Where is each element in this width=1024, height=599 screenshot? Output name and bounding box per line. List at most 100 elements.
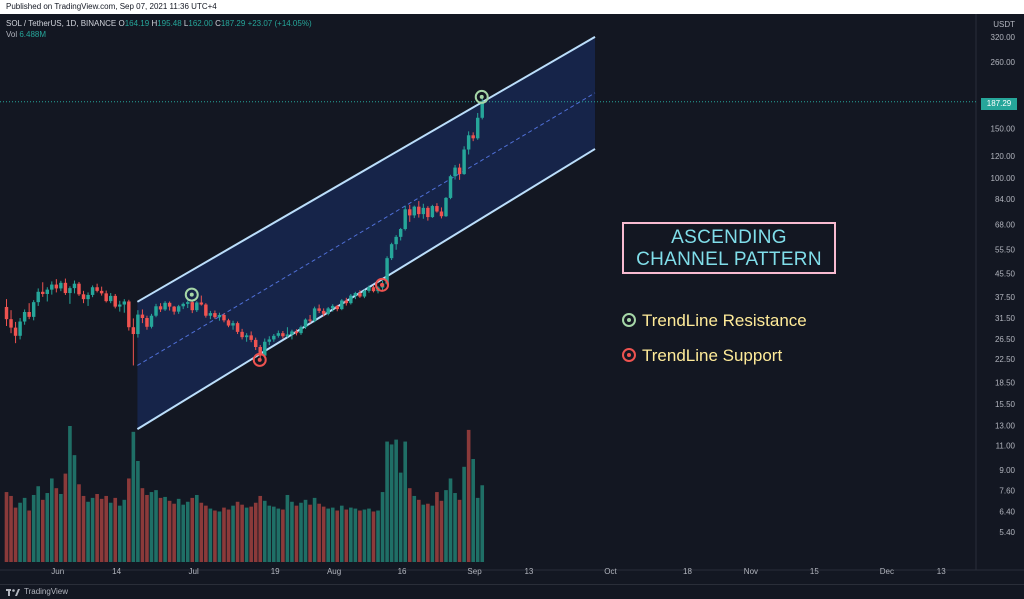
candle-body (308, 319, 312, 321)
resistance-marker-icon (622, 312, 636, 327)
volume-bar (249, 506, 253, 562)
candle-body (226, 320, 231, 326)
candle-body (99, 290, 104, 294)
candle-body (113, 295, 117, 307)
volume-bar (176, 498, 181, 562)
candle-body (50, 284, 54, 290)
volume-bar (4, 492, 9, 562)
candle-body (475, 117, 480, 139)
volume-bar (86, 501, 90, 562)
volume-bar (190, 497, 195, 562)
volume-label: Vol (6, 30, 18, 39)
volume-bar (385, 441, 389, 562)
candle-body (108, 295, 113, 302)
legend-symbol: SOL / TetherUS, 1D, BINANCE (6, 19, 117, 28)
y-tick-label: 11.00 (996, 442, 1016, 451)
candle-body (217, 314, 222, 318)
support-annotation: TrendLine Support (622, 346, 782, 366)
x-tick-label: Nov (744, 567, 758, 576)
volume-bar (167, 500, 172, 562)
candle-body (145, 318, 149, 327)
candle-body (249, 335, 253, 340)
volume-bar (303, 499, 308, 562)
volume-bar (68, 426, 72, 562)
volume-bar (149, 492, 154, 562)
candle-body (312, 308, 317, 321)
legend-low-label: L (183, 19, 189, 28)
candle-body (90, 287, 95, 295)
candle-body (426, 207, 430, 218)
candle-body (389, 244, 394, 259)
resistance-line (136, 35, 596, 303)
y-tick-label: 84.00 (995, 195, 1016, 204)
candle-body (367, 287, 371, 291)
volume-bar (299, 502, 303, 562)
candle-body (199, 302, 204, 305)
volume-bar (22, 497, 27, 562)
candle-body (335, 305, 339, 310)
y-tick-label: 22.50 (995, 355, 1016, 364)
y-tick-label: 9.00 (999, 466, 1015, 475)
volume-bar (339, 505, 344, 562)
volume-bar (113, 497, 118, 562)
support-line (136, 148, 596, 430)
legend-low: 162.00 (188, 19, 213, 28)
candle-body (303, 319, 308, 328)
legend-change: +23.07 (+14.05%) (247, 19, 312, 28)
candle-body (22, 311, 27, 322)
candle-body (154, 306, 158, 316)
volume-bar (466, 429, 471, 562)
volume-bar (240, 504, 244, 562)
volume-bar (40, 499, 45, 562)
volume-bar (426, 503, 430, 562)
candle-body (140, 314, 145, 319)
pattern-title: ASCENDING CHANNEL PATTERN (622, 222, 836, 274)
candle-body (349, 295, 353, 304)
candle-body (480, 101, 484, 118)
volume-bar (258, 495, 263, 562)
volume-bar (353, 508, 358, 562)
symbol-legend: SOL / TetherUS, 1D, BINANCE O164.19 H195… (6, 18, 312, 40)
candle-body (13, 327, 18, 336)
volume-bar (122, 499, 127, 562)
chart-area[interactable]: 5.40 6.40 7.60 9.00 11.00 13.00 15.50 18.50 22.5… (0, 14, 1024, 584)
volume-bar (330, 507, 335, 562)
volume-bar (185, 501, 190, 562)
candle-body (77, 283, 81, 295)
volume-bar (72, 455, 77, 562)
legend-close-label: C (215, 19, 221, 28)
y-tick-label: 150.00 (991, 125, 1016, 134)
volume-bar (326, 508, 330, 562)
candle-body (136, 314, 140, 335)
volume-bar (99, 498, 104, 562)
volume-bar (321, 506, 326, 562)
candle-body (417, 206, 421, 215)
resistance-touch-marker-icon (474, 89, 489, 104)
candle-body (95, 287, 99, 291)
candle-body (235, 323, 240, 332)
support-label: TrendLine Support (642, 346, 783, 365)
y-tick-label: 45.50 (995, 269, 1016, 278)
candle-body (118, 304, 122, 307)
volume-bar (136, 460, 140, 562)
volume-bar (27, 510, 31, 562)
candle-body (272, 335, 276, 340)
volume-bar (344, 509, 349, 562)
last-price-tag: 187.29 (981, 98, 1017, 110)
tradingview-logo-icon (6, 588, 20, 596)
volume-bar (45, 493, 50, 562)
x-tick-label: Sep (467, 567, 482, 576)
channel-fill (137, 36, 596, 430)
volume-bar (145, 494, 149, 562)
volume-bar (403, 441, 408, 562)
price-chart[interactable]: 5.40 6.40 7.60 9.00 11.00 13.00 15.50 18.50 22.5… (0, 14, 1024, 584)
candle-body (412, 206, 416, 216)
candle-body (149, 315, 154, 327)
x-tick-label: 14 (112, 567, 121, 576)
volume-bar (158, 497, 163, 562)
candle-body (4, 306, 9, 320)
legend-high: 195.48 (157, 19, 182, 28)
candle-body (317, 308, 321, 311)
volume-bar (108, 502, 113, 562)
candle-body (195, 302, 199, 311)
